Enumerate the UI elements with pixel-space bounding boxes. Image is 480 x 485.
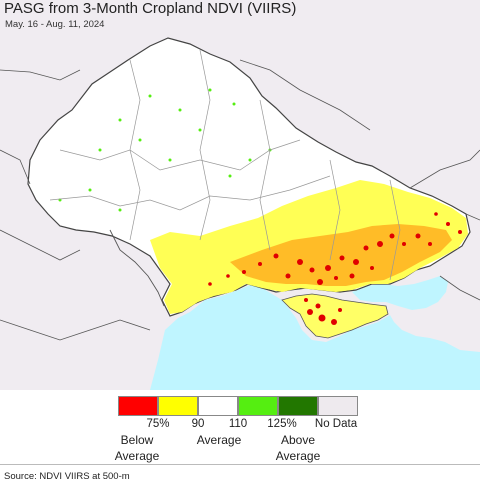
date-range-subtitle: May. 16 - Aug. 11, 2024 [5,19,105,30]
above-average-text: Above Average [275,433,321,463]
legend-swatch-110-125 [238,396,278,416]
sea-of-azov [352,276,448,310]
page-title: PASG from 3-Month Cropland NDVI (VIIRS) [4,0,297,17]
legend-tick-90: 90 [191,418,205,430]
legend-swatch-above-125 [278,396,318,416]
oblast-borders [49,49,401,281]
black-sea [150,285,480,390]
moldova-border [109,229,165,307]
legend-label-average: Average [197,432,241,448]
legend-swatch-75-90 [158,396,198,416]
country-borders [0,59,480,341]
red-speckle-pattern [208,212,462,325]
footer-divider [0,464,480,465]
drought-zone-orange [230,224,452,286]
crimea-peninsula [281,293,389,339]
legend-label-above-average: Above Average [276,432,320,464]
legend-tick-no-data: No Data [314,418,358,430]
average-text: Average [196,433,242,447]
legend-tick-110: 110 [228,418,248,430]
legend-tick-75: 75% [146,418,170,430]
legend-tick-125: 125% [267,418,297,430]
green-speckle-pattern [58,88,272,212]
legend-label-below-average: Below Average [115,432,159,464]
legend-swatch-90-110 [198,396,238,416]
source-note: Source: NDVI VIIRS at 500-m [4,471,130,482]
legend-swatch-below-75 [118,396,158,416]
below-average-text: Below Average [114,433,160,463]
legend-swatch-no-data [318,396,358,416]
